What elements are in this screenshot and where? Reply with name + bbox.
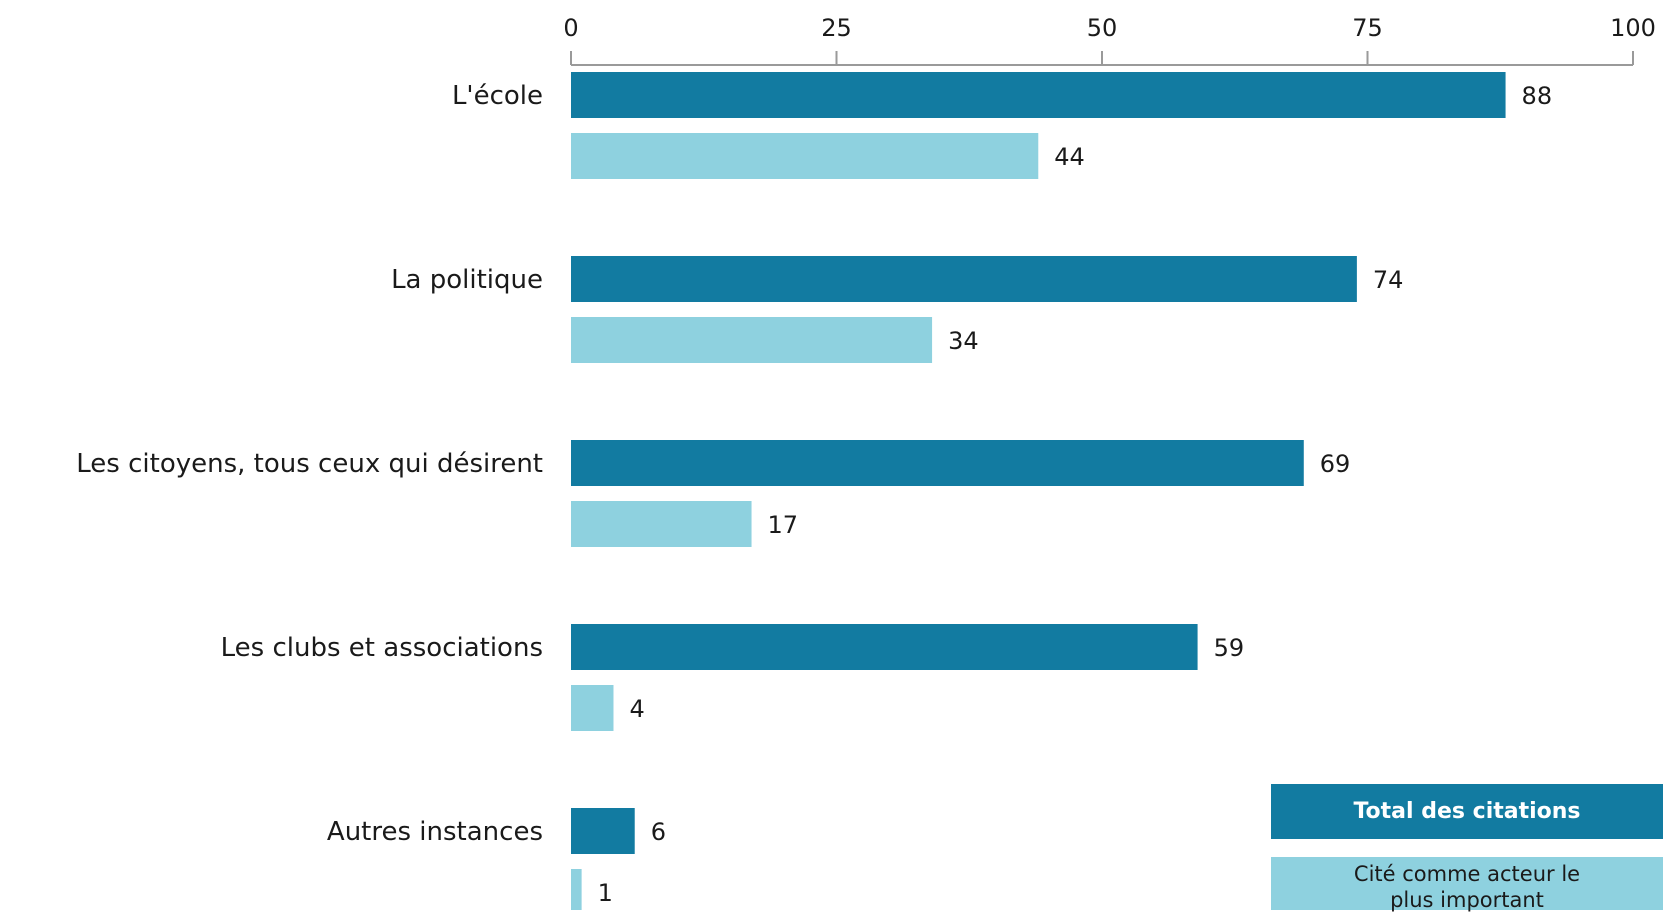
x-tick-label: 75: [1352, 14, 1383, 42]
bar-most-important: [571, 685, 614, 731]
bar-total: [571, 72, 1506, 118]
category-label: Les citoyens, tous ceux qui désirent: [76, 449, 543, 479]
x-tick-label: 0: [563, 14, 578, 42]
data-label: 17: [768, 511, 799, 539]
bar-most-important: [571, 869, 582, 910]
data-label: 88: [1522, 82, 1553, 110]
bar-total: [571, 624, 1198, 670]
x-tick-label: 50: [1087, 14, 1118, 42]
data-label: 4: [629, 695, 644, 723]
data-label: 44: [1054, 143, 1085, 171]
bar-most-important: [571, 317, 933, 363]
bar-total: [571, 440, 1304, 486]
category-label: La politique: [391, 265, 543, 295]
data-label: 69: [1320, 450, 1351, 478]
bar-most-important: [571, 501, 752, 547]
labels: L'école 88 44 La politique 74 34 Les citoyens,…: [76, 81, 1552, 907]
x-tick-label: 25: [821, 14, 852, 42]
legend-important-label: Cité comme acteur le plus important: [1353, 862, 1581, 912]
legend-total-citations: Total des citations: [1271, 784, 1663, 839]
bar-total: [571, 808, 635, 854]
legend-total-label: Total des citations: [1353, 799, 1581, 824]
data-label: 6: [651, 818, 666, 846]
bars: [571, 72, 1506, 910]
category-label: Les clubs et associations: [221, 633, 543, 663]
data-label: 1: [598, 879, 613, 907]
category-label: Autres instances: [327, 817, 543, 847]
data-label: 34: [948, 327, 979, 355]
legend-most-important: Cité comme acteur le plus important: [1271, 857, 1663, 912]
data-label: 59: [1214, 634, 1245, 662]
category-label: L'école: [452, 81, 543, 111]
bar-most-important: [571, 133, 1039, 179]
x-axis: 0 25 50 75 100: [563, 14, 1656, 66]
x-tick-label: 100: [1610, 14, 1656, 42]
bar-total: [571, 256, 1357, 302]
data-label: 74: [1373, 266, 1404, 294]
